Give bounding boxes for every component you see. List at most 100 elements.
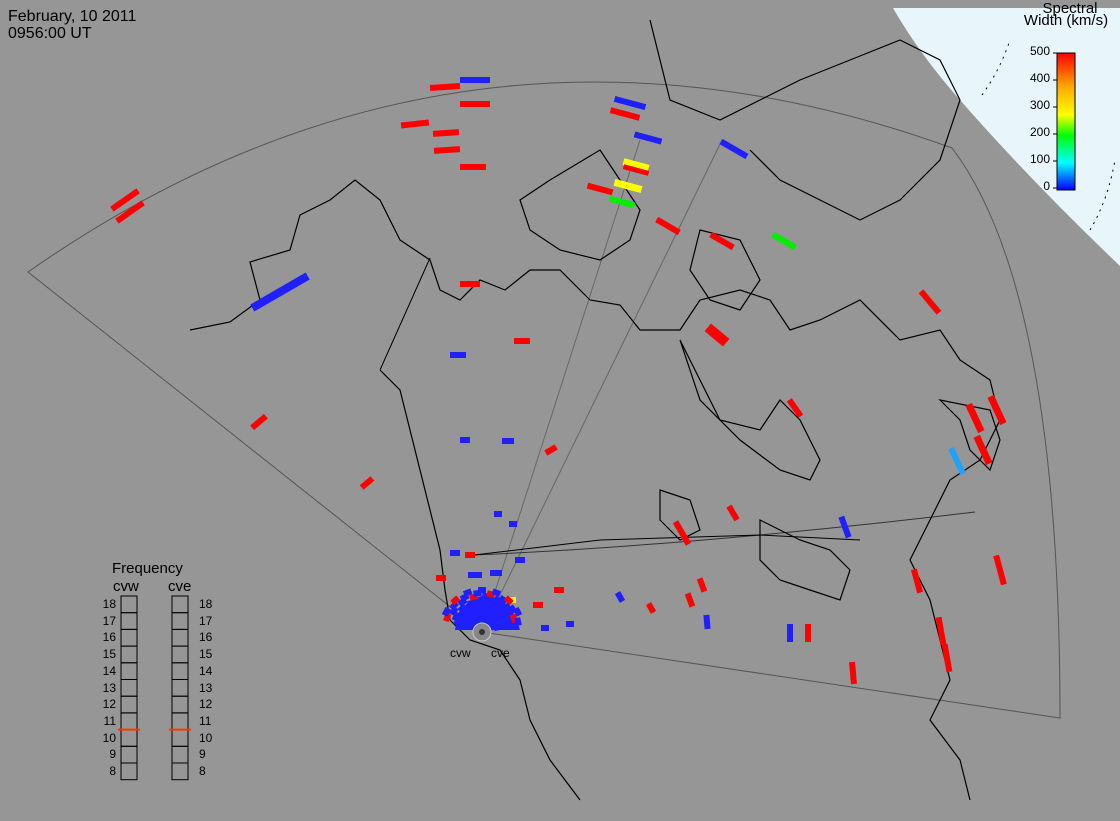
legend-tick: 200 bbox=[1029, 125, 1050, 139]
legend-tick: 100 bbox=[1029, 152, 1050, 166]
frequency-tick-label: 13 bbox=[102, 680, 116, 695]
frequency-tick-label: 14 bbox=[102, 663, 116, 678]
radar-label: cvw bbox=[450, 646, 471, 660]
frequency-tick-label: 8 bbox=[109, 764, 116, 778]
fan-cell bbox=[441, 606, 451, 617]
scatter-cell bbox=[250, 272, 310, 312]
frequency-tick-label: 11 bbox=[103, 713, 116, 728]
scatter-cell bbox=[645, 602, 657, 614]
legend-tick: 400 bbox=[1029, 71, 1050, 85]
scatter-cell bbox=[613, 178, 643, 194]
fan-cell bbox=[503, 595, 514, 606]
frequency-tick-label: 8 bbox=[199, 764, 206, 778]
terminator-dotted-line-2 bbox=[1089, 159, 1116, 231]
fan-cell bbox=[514, 617, 522, 627]
fan-cell bbox=[449, 605, 459, 616]
frequency-cell bbox=[171, 612, 189, 630]
fan-cell bbox=[462, 588, 473, 597]
coastlines bbox=[189, 19, 1001, 801]
fan-cell bbox=[503, 611, 513, 622]
scatter-cell bbox=[465, 552, 475, 558]
scatter-cell bbox=[515, 557, 525, 563]
scatter-cell bbox=[684, 592, 696, 608]
scatter-cell bbox=[250, 413, 268, 431]
frequency-cell bbox=[171, 762, 189, 781]
scatter-cell bbox=[115, 200, 145, 224]
frequency-radar-label: cve bbox=[168, 578, 192, 595]
scatter-cell bbox=[450, 550, 460, 556]
scatter-cell bbox=[359, 476, 375, 490]
scatter-cell bbox=[432, 129, 460, 137]
scatter-cell bbox=[502, 438, 514, 444]
scatter-cell bbox=[993, 554, 1007, 586]
radar-site-dot bbox=[479, 629, 485, 635]
terminator-region bbox=[893, 8, 1120, 266]
legend-tick: 300 bbox=[1029, 98, 1050, 112]
fan-cell bbox=[449, 600, 459, 611]
legend-title: Spectral bbox=[1042, 0, 1098, 17]
scatter-cell bbox=[613, 95, 647, 111]
scatter-cell bbox=[554, 587, 564, 593]
fan-cell bbox=[503, 619, 512, 629]
fov-beam-line bbox=[481, 139, 723, 633]
frequency-cell bbox=[171, 645, 189, 664]
scatter-cell bbox=[786, 398, 804, 418]
frequency-cell bbox=[171, 745, 189, 764]
frequency-cell bbox=[171, 729, 189, 747]
fan-cell bbox=[487, 605, 498, 615]
scatter-cells bbox=[110, 77, 1007, 685]
scatter-cell bbox=[709, 231, 735, 251]
colorbar bbox=[1056, 52, 1076, 191]
frequency-cell bbox=[120, 745, 138, 764]
frequency-tick-label: 18 bbox=[199, 597, 213, 611]
frequency-cell bbox=[171, 695, 189, 714]
frequency-tick-label: 17 bbox=[102, 613, 116, 628]
frequency-title: Frequency bbox=[112, 560, 183, 577]
fan-cell bbox=[478, 609, 486, 615]
frequency-tick-label: 12 bbox=[199, 697, 213, 712]
scatter-cell bbox=[622, 158, 650, 172]
scatter-cell bbox=[460, 281, 480, 287]
scatter-cell bbox=[849, 661, 857, 685]
frequency-tick-label: 17 bbox=[199, 613, 213, 628]
frequency-cell bbox=[120, 762, 138, 781]
frequency-tick-label: 13 bbox=[199, 680, 213, 695]
frequency-radar-label: cvw bbox=[113, 578, 139, 595]
scatter-cell bbox=[110, 188, 140, 212]
frequency-tick-label: 10 bbox=[199, 730, 213, 745]
fan-cell bbox=[450, 595, 461, 606]
scatter-cell bbox=[672, 520, 692, 546]
frequency-cell bbox=[120, 595, 138, 614]
scatter-cell bbox=[935, 616, 947, 646]
scatter-cell bbox=[948, 447, 966, 475]
scatter-cell bbox=[719, 138, 749, 160]
fan-cell bbox=[513, 606, 523, 617]
scatter-cell bbox=[805, 624, 811, 642]
time-label: 0956:00 UT bbox=[8, 25, 92, 42]
scatter-cell bbox=[490, 570, 502, 576]
frequency-tick-label: 14 bbox=[199, 663, 213, 678]
frequency-tick-label: 9 bbox=[109, 747, 116, 762]
date-label: February, 10 2011 bbox=[8, 8, 137, 25]
scatter-cell bbox=[965, 402, 985, 434]
scatter-cell bbox=[633, 131, 663, 145]
frequency-cell bbox=[120, 628, 138, 647]
fov-arc-line bbox=[473, 511, 976, 556]
scatter-cell bbox=[460, 101, 490, 107]
scatter-cell bbox=[509, 521, 517, 527]
frequency-tick-label: 16 bbox=[102, 630, 116, 645]
scatter-cell bbox=[838, 515, 852, 539]
frequency-tick-label: 15 bbox=[102, 647, 116, 662]
fan-cell bbox=[466, 598, 477, 608]
scatter-cell bbox=[703, 614, 711, 630]
scatter-cell bbox=[541, 625, 549, 631]
frequency-cell bbox=[120, 679, 138, 697]
fan-cell bbox=[457, 603, 468, 614]
field-of-view-outline bbox=[27, 81, 1061, 719]
frequency-cell bbox=[171, 628, 189, 647]
frequency-cell bbox=[120, 612, 138, 630]
fan-cell bbox=[478, 598, 486, 604]
scatter-cell bbox=[787, 624, 793, 642]
scatter-cell bbox=[460, 164, 486, 170]
political-borders bbox=[379, 257, 861, 556]
